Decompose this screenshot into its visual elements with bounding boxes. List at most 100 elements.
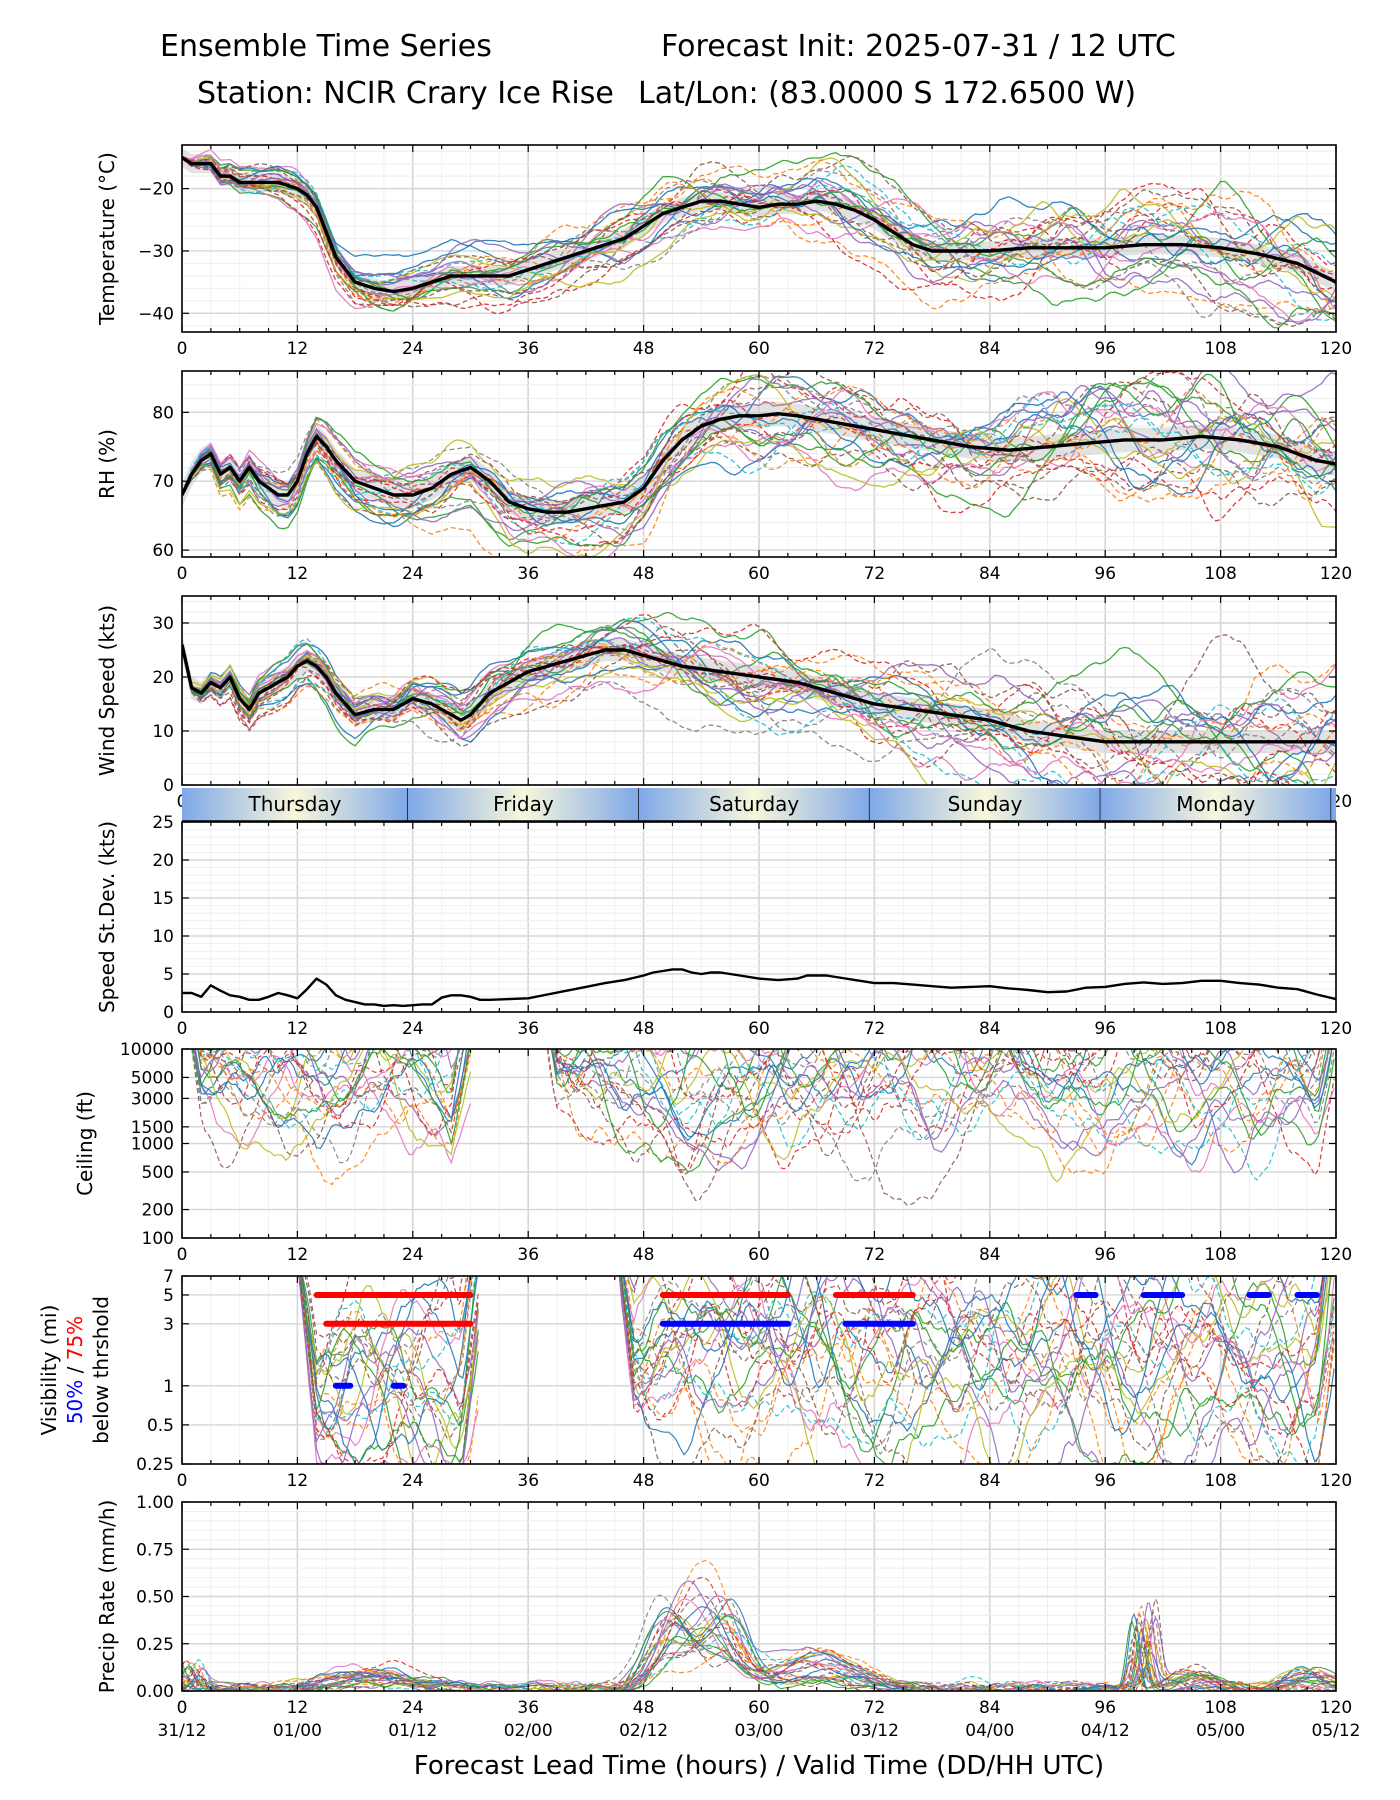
y-tick-label: 10 [152, 927, 174, 947]
y-tick-label: 0.75 [136, 1540, 174, 1560]
x-tick-label: 0 [177, 1245, 188, 1265]
member-line [182, 158, 1336, 307]
x-tick-label: 24 [402, 564, 424, 584]
member-line [182, 1612, 1336, 1691]
day-label: Sunday [948, 792, 1023, 816]
member-line [182, 645, 1336, 762]
x-tick-label: 48 [633, 1245, 655, 1265]
member-line [182, 1560, 1336, 1691]
member-line [182, 157, 1336, 312]
valid-time-label: 02/12 [619, 1721, 668, 1741]
ensemble-mean-line [182, 968, 1336, 1008]
y-tick-label: 15 [152, 889, 174, 909]
member-line [551, 1049, 1245, 1183]
y-tick-label: 0.50 [136, 1588, 174, 1608]
y-tick-label: 0 [163, 776, 174, 796]
panel-rh: 0 12 24 36 48 60 72 84 96 108 120 60 70 80 RH (%) [95, 370, 1352, 584]
member-line [300, 1276, 469, 1376]
panel-precip: 0 12 24 36 48 60 72 84 96 108 120 0.00 0.25 0.50 0.75 1… [95, 1493, 1352, 1718]
member-line [206, 1049, 459, 1137]
valid-time-label: 03/00 [735, 1721, 784, 1741]
member-line [552, 1049, 1292, 1155]
x-tick-label: 48 [633, 564, 655, 584]
valid-time-label: 04/00 [965, 1721, 1014, 1741]
series-group-ceil [191, 1049, 1335, 1206]
x-axis-label: Forecast Lead Time (hours) / Valid Time … [414, 1751, 1104, 1781]
member-line [551, 1049, 1329, 1166]
y-tick-label: −20 [138, 180, 174, 200]
y-tick-label: 30 [152, 614, 174, 634]
member-line [209, 1049, 453, 1101]
y-axis-label: Precip Rate (mm/h) [95, 1500, 119, 1694]
member-line [182, 1604, 1336, 1691]
member-line [555, 1049, 1330, 1172]
x-tick-label: 36 [517, 339, 539, 359]
member-line [622, 1276, 1335, 1464]
x-tick-label: 72 [864, 1019, 886, 1039]
y-tick-label: 5 [163, 1286, 174, 1306]
x-tick-label: 120 [1320, 1019, 1352, 1039]
valid-time-label: 04/12 [1081, 1721, 1130, 1741]
member-line [200, 1049, 460, 1102]
member-line [182, 643, 1289, 785]
x-tick-label: 24 [402, 1019, 424, 1039]
member-line [298, 1276, 479, 1464]
x-tick-label: 84 [979, 339, 1001, 359]
member-line [304, 1276, 457, 1387]
member-line [182, 1580, 1336, 1691]
y-axis-label: Temperature (°C) [95, 152, 119, 326]
y-axis-label: Speed St.Dev. (kts) [95, 821, 119, 1013]
member-line [551, 1049, 1321, 1174]
x-tick-label: 60 [748, 1245, 770, 1265]
member-line [182, 156, 1336, 301]
y-axis-label: Visibility (mi) [37, 1305, 61, 1436]
member-line [198, 1049, 470, 1121]
day-band: Thursday Friday Saturday Sunday Monday [182, 788, 1336, 822]
series-group-temp [182, 147, 1336, 329]
day-label: Saturday [709, 792, 799, 816]
member-line [298, 1276, 474, 1418]
latlon-label: Lat/Lon: (83.0000 S 172.6500 W) [638, 76, 1137, 111]
ensemble-mean-line [182, 644, 1336, 744]
x-tick-label: 72 [864, 1471, 886, 1491]
valid-time-label: 05/00 [1196, 1721, 1245, 1741]
x-tick-label: 36 [517, 1245, 539, 1265]
legend-75pct: 75% [63, 1316, 87, 1360]
member-line [182, 156, 1336, 322]
member-line [182, 373, 1336, 517]
member-line [194, 1049, 465, 1122]
member-line [182, 397, 1336, 528]
x-tick-label: 84 [979, 1019, 1001, 1039]
x-tick-label: 84 [979, 1698, 1001, 1718]
day-cell [1100, 788, 1332, 821]
valid-time-label: 01/00 [273, 1721, 322, 1741]
x-tick-label: 48 [633, 339, 655, 359]
member-line [182, 1613, 1336, 1691]
member-line [299, 1276, 477, 1422]
y-tick-label: 7 [163, 1267, 174, 1287]
member-line [182, 371, 1336, 508]
y-tick-label: 100 [142, 1229, 174, 1249]
x-tick-label: 72 [864, 1245, 886, 1265]
x-tick-label: 0 [177, 339, 188, 359]
valid-time-label: 02/00 [504, 1721, 553, 1741]
member-line [182, 626, 1316, 785]
member-line [182, 375, 1336, 525]
x-tick-label: 108 [1204, 339, 1236, 359]
member-line [553, 1049, 1321, 1206]
y-tick-label: 1.00 [136, 1493, 174, 1513]
member-line [550, 1049, 1335, 1146]
x-tick-label: 108 [1204, 1019, 1236, 1039]
valid-time-label: 01/12 [388, 1721, 437, 1741]
member-line [201, 1049, 465, 1157]
member-line [306, 1276, 479, 1464]
ensemble-mean-line [182, 412, 1336, 514]
x-tick-label: 12 [287, 1245, 309, 1265]
member-line [298, 1276, 471, 1451]
member-line [182, 403, 1336, 526]
member-line [546, 1049, 1335, 1182]
title-left: Ensemble Time Series [160, 29, 492, 64]
y-tick-label: 0.5 [147, 1416, 174, 1436]
y-tick-label: 80 [152, 403, 174, 423]
x-tick-label: 96 [1094, 1698, 1116, 1718]
